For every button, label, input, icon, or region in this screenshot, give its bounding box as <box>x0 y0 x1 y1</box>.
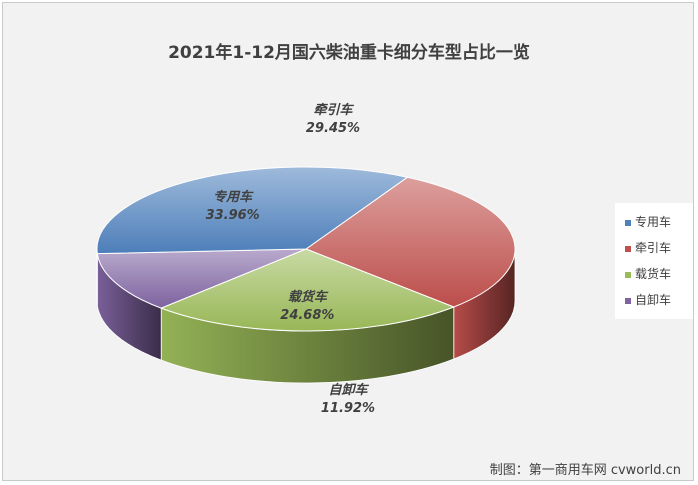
chart-legend: 专用车 牵引车 载货车 自卸车 <box>615 203 693 319</box>
slice-name-label: 自卸车 <box>328 382 369 398</box>
legend-marker <box>625 297 631 304</box>
slice-name-label: 牵引车 <box>313 102 354 118</box>
legend-item-cargo: 载货车 <box>625 265 671 282</box>
legend-marker <box>625 271 631 278</box>
legend-marker <box>625 219 631 226</box>
slice-value-label: 33.96% <box>206 208 260 223</box>
legend-marker <box>625 245 631 252</box>
source-note: 制图：第一商用车网 cvworld.cn <box>489 463 681 478</box>
legend-label: 专用车 <box>635 215 672 229</box>
legend-label: 自卸车 <box>635 293 672 307</box>
legend-item-special: 专用车 <box>625 213 671 230</box>
pie-slice-cargo <box>159 248 456 332</box>
legend-item-dump: 自卸车 <box>625 291 671 308</box>
slice-value-label: 24.68% <box>280 308 334 323</box>
legend-item-tractor: 牵引车 <box>625 239 671 256</box>
pie-chart: 牵引车 29.45% 载货车 24.68% 自卸车 11.92% 专用车 33.96% <box>96 102 516 416</box>
slice-name-label: 载货车 <box>288 289 329 305</box>
slice-value-label: 29.45% <box>306 121 360 136</box>
chart-frame: 2021年1-12月国六柴油重卡细分车型占比一览 牵引车 29.45% 载货车 24.… <box>2 2 694 481</box>
slice-name-label: 专用车 <box>213 189 254 205</box>
pie-slice-dump <box>96 248 307 309</box>
legend-label: 牵引车 <box>635 241 672 255</box>
chart-title: 2021年1-12月国六柴油重卡细分车型占比一览 <box>168 43 530 63</box>
slice-value-label: 11.92% <box>321 401 375 416</box>
pie-slice-tractor <box>304 176 516 308</box>
legend-label: 载货车 <box>635 267 672 281</box>
pie-slice-special <box>96 166 409 255</box>
